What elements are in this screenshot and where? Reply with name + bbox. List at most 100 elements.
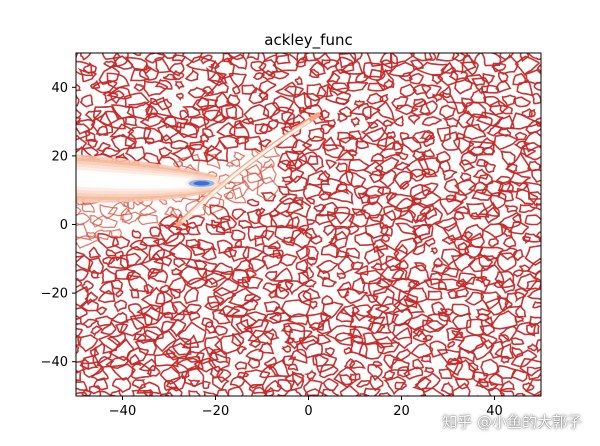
contour-loop <box>532 301 541 309</box>
contour-loop <box>507 221 530 235</box>
contour-loop <box>285 113 306 129</box>
contour-loop <box>382 375 407 396</box>
x-tick-label: 20 <box>393 404 410 419</box>
contour-loop <box>535 231 541 241</box>
contour-loop <box>452 382 471 396</box>
contour-loop <box>514 55 541 77</box>
contour-loop <box>321 295 334 306</box>
contour-loop <box>435 53 460 62</box>
contour-loop <box>145 96 174 117</box>
contour-loop <box>453 205 470 215</box>
contour-loop <box>399 83 417 98</box>
contour-loop <box>143 283 155 295</box>
contour-loop <box>368 168 386 184</box>
contour-loop <box>349 311 376 330</box>
contour-loop <box>174 357 204 371</box>
contour-loop <box>431 301 449 316</box>
contour-loop <box>534 202 541 211</box>
contour-loop <box>353 99 366 111</box>
contour-loop <box>430 247 438 255</box>
contour-loop <box>375 295 402 315</box>
contour-loop <box>258 138 272 148</box>
contour-loop <box>93 229 112 240</box>
contour-loop <box>464 291 485 306</box>
contour-loop <box>240 311 267 330</box>
contour-loop <box>475 307 492 317</box>
contour-loop <box>177 265 208 286</box>
contour-loop <box>459 61 479 76</box>
contour-loop <box>532 92 541 105</box>
contour-loop <box>444 359 464 377</box>
contour-loop <box>367 363 383 382</box>
contour-loop <box>174 81 185 91</box>
contour-loop <box>227 53 248 71</box>
contour-loop <box>256 176 280 201</box>
contour-loop <box>169 318 187 338</box>
contour-loop <box>225 104 244 121</box>
contour-loop <box>300 266 314 280</box>
contour-loop <box>250 60 267 72</box>
contour-loop <box>383 354 399 370</box>
contour-loop <box>498 247 518 261</box>
contour-loop <box>115 289 124 298</box>
contour-loop <box>340 60 364 75</box>
contour-loop <box>181 333 199 349</box>
contour-loop <box>527 343 539 352</box>
contour-loop <box>457 241 470 257</box>
contour-loop <box>309 235 323 245</box>
contour-loop <box>424 53 437 61</box>
contour-loop <box>258 341 275 355</box>
contour-loop <box>124 136 138 150</box>
contour-loop <box>480 358 500 377</box>
contour-loop <box>325 159 337 170</box>
contour-loop <box>111 235 131 250</box>
contour-loop <box>379 224 393 237</box>
contour-loop <box>353 264 369 276</box>
contour-loop <box>439 104 457 120</box>
contour-loop <box>170 267 184 276</box>
contour-loop <box>519 53 530 63</box>
contour-loop <box>277 185 290 196</box>
contour-loop <box>254 234 265 248</box>
contour-loop <box>338 106 352 118</box>
contour-loop <box>82 61 97 75</box>
contour-loop <box>132 53 142 57</box>
contour-loop <box>76 60 94 77</box>
contour-loop <box>308 322 325 331</box>
minimum-core <box>193 181 210 186</box>
contour-loop <box>368 68 386 81</box>
contour-loop <box>131 389 152 396</box>
contour-loop <box>303 369 317 381</box>
contour-loop <box>88 246 102 259</box>
contour-loop <box>267 119 279 130</box>
contour-loop <box>295 56 307 68</box>
contour-loop <box>496 252 517 273</box>
contour-loop <box>76 277 83 289</box>
contour-loop <box>245 348 264 362</box>
contour-loop <box>261 157 275 169</box>
contour-loop <box>488 237 500 248</box>
contour-loop <box>495 364 517 380</box>
contour-loop <box>106 72 130 90</box>
contour-loop <box>302 287 321 301</box>
contour-loop <box>203 390 219 396</box>
contour-loop <box>514 131 528 141</box>
contour-loop <box>481 72 496 85</box>
contour-loop <box>305 245 320 261</box>
contour-loop <box>389 53 415 65</box>
contour-loop <box>421 354 432 364</box>
contour-loop <box>233 151 246 161</box>
contour-loop <box>535 117 541 127</box>
contour-loop <box>280 323 293 334</box>
contour-loop <box>533 81 541 92</box>
contour-loop <box>97 334 121 355</box>
contour-loop <box>199 131 210 145</box>
contour-loop <box>321 301 344 319</box>
contour-loop <box>415 211 428 223</box>
contour-loop <box>441 266 460 278</box>
contour-loop <box>195 346 219 365</box>
contour-loop <box>527 159 541 172</box>
contour-loop <box>451 311 472 330</box>
contour-loop <box>114 299 128 313</box>
contour-loop <box>213 325 228 337</box>
